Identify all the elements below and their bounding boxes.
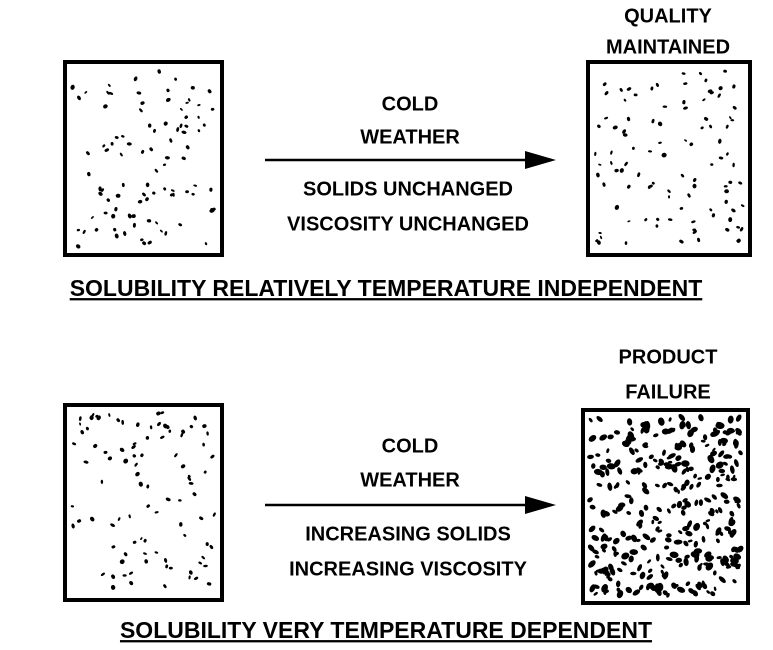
particle xyxy=(116,194,121,198)
particle xyxy=(666,533,672,537)
particle xyxy=(668,195,670,198)
sample-box xyxy=(65,62,222,255)
effect: SOLIDS UNCHANGED xyxy=(303,178,513,200)
effect: VISCOSITY UNCHANGED xyxy=(287,213,529,235)
effect: INCREASING VISCOSITY xyxy=(289,558,527,580)
sample-box xyxy=(65,405,222,600)
caption: SOLUBILITY RELATIVELY TEMPERATURE INDEPE… xyxy=(70,275,703,301)
result: FAILURE xyxy=(625,381,711,403)
result: MAINTAINED xyxy=(606,36,730,58)
diagram: COLD WEATHER SOLIDS UNCHANGED VISCOSITY … xyxy=(0,0,773,650)
result: PRODUCT xyxy=(619,346,718,368)
arrow-head xyxy=(525,496,556,514)
particle xyxy=(123,574,127,576)
condition: COLD xyxy=(382,435,439,457)
particle xyxy=(699,499,703,506)
arrow-head xyxy=(525,151,556,169)
condition: COLD xyxy=(382,93,439,115)
effect: INCREASING SOLIDS xyxy=(305,523,511,545)
caption: SOLUBILITY VERY TEMPERATURE DEPENDENT xyxy=(120,617,652,643)
condition: WEATHER xyxy=(360,469,460,491)
particle xyxy=(169,567,173,570)
result: QUALITY xyxy=(624,5,712,27)
sample-box xyxy=(588,62,750,255)
condition: WEATHER xyxy=(360,126,460,148)
